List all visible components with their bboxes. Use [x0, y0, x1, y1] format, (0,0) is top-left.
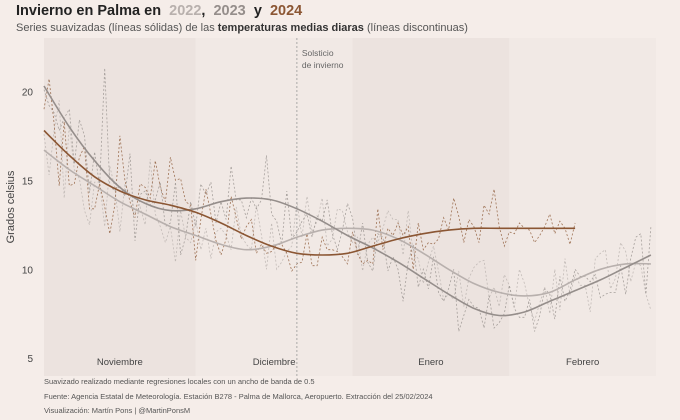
daily-line-2022 — [43, 100, 652, 323]
title-year-2022: 2022 — [169, 3, 202, 19]
note-smoothing: Suavizado realizado mediante regresiones… — [44, 377, 315, 386]
y-tick-label: 20 — [22, 87, 34, 98]
y-tick-label: 10 — [22, 265, 34, 276]
note-credit: Visualización: Martín Pons | @MartinPons… — [44, 406, 191, 415]
month-band-1 — [195, 38, 353, 376]
smooth-line-2024 — [43, 129, 576, 256]
subtitle-bold: temperaturas medias diaras — [217, 22, 364, 34]
y-axis-label: Grados celsius — [5, 170, 17, 243]
solstice-label-line-1: Solsticio — [302, 48, 334, 58]
month-band-2 — [352, 38, 510, 376]
chart-subtitle: Series suavizadas (líneas sólidas) de la… — [16, 22, 468, 34]
y-tick-label: 5 — [27, 354, 33, 365]
month-label: Febrero — [566, 357, 599, 368]
month-label: Diciembre — [253, 357, 296, 368]
y-tick-label: 15 — [22, 176, 34, 187]
solstice-marker: Solsticio de invierno — [296, 38, 344, 376]
title-sep-1: , — [201, 3, 206, 19]
month-band-0 — [44, 38, 196, 376]
solstice-label-line-2: de invierno — [302, 60, 344, 70]
smooth-line-2023 — [43, 85, 652, 317]
chart-title: Invierno en Palma en 2022, 2023 y 2024 — [16, 3, 302, 19]
daily-line-2024 — [43, 78, 576, 272]
note-source: Fuente: Agencia Estatal de Meteorología.… — [44, 392, 433, 401]
title-year-2024: 2024 — [269, 3, 303, 19]
smooth-series — [43, 85, 652, 317]
month-band-3 — [509, 38, 656, 376]
title-sep-2: y — [253, 3, 262, 19]
subtitle-part-1: Series suavizadas (líneas sólidas) de la… — [16, 22, 215, 34]
month-label: Enero — [418, 357, 443, 368]
daily-series — [43, 68, 652, 332]
month-bands — [44, 38, 656, 376]
y-axis: Grados celsius 5 10 15 20 — [5, 87, 33, 365]
subtitle-part-2: (líneas discontinuas) — [366, 22, 468, 34]
title-prefix: Invierno en Palma en — [16, 3, 162, 19]
title-year-2023: 2023 — [213, 3, 246, 19]
daily-line-2023 — [43, 68, 652, 332]
month-label: Noviembre — [97, 357, 143, 368]
smooth-line-2022 — [43, 149, 651, 297]
month-labels: Noviembre Diciembre Enero Febrero — [97, 357, 599, 368]
